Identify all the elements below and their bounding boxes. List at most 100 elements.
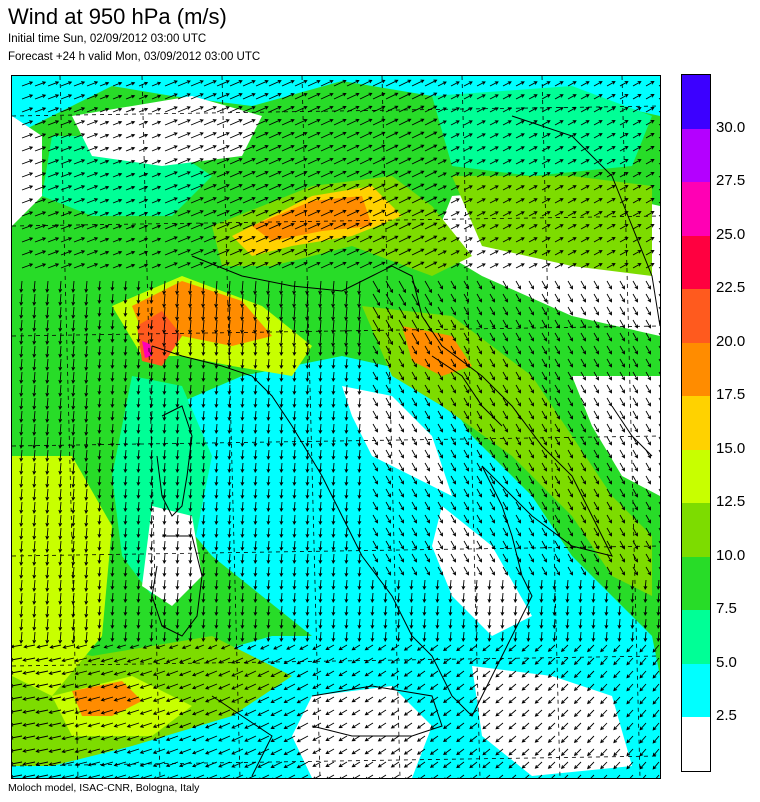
wind-arrow-icon	[344, 306, 348, 321]
wind-arrow-icon	[502, 358, 508, 368]
wind-arrow-icon	[632, 527, 638, 537]
wind-arrow-icon	[443, 722, 452, 729]
wind-arrow-icon	[294, 118, 308, 126]
wind-arrow-icon	[45, 579, 50, 592]
wind-arrow-icon	[593, 345, 599, 355]
wind-arrow-icon	[142, 644, 153, 649]
wind-arrow-icon	[502, 81, 512, 87]
wind-arrow-icon	[325, 709, 335, 715]
wind-arrow-icon	[521, 722, 530, 730]
wind-arrow-icon	[126, 670, 140, 676]
wind-arrow-icon	[305, 423, 310, 434]
wind-arrow-icon	[318, 501, 323, 512]
wind-arrow-icon	[74, 748, 88, 754]
wind-arrow-icon	[203, 106, 217, 113]
wind-arrow-icon	[266, 618, 271, 629]
wind-arrow-icon	[164, 93, 178, 100]
wind-arrow-icon	[21, 224, 34, 230]
wind-arrow-icon	[437, 345, 443, 355]
wind-arrow-icon	[296, 696, 309, 704]
wind-arrow-icon	[305, 371, 310, 382]
wind-arrow-icon	[58, 384, 63, 397]
legend-color-band	[682, 182, 710, 237]
wind-arrow-icon	[645, 319, 651, 329]
wind-arrow-icon	[632, 133, 642, 139]
wind-arrow-icon	[489, 553, 495, 563]
wind-arrow-icon	[456, 683, 465, 691]
wind-arrow-icon	[645, 280, 651, 290]
wind-arrow-icon	[463, 449, 469, 459]
wind-arrow-icon	[281, 118, 295, 126]
wind-arrow-icon	[73, 237, 86, 243]
wind-arrow-icon	[600, 761, 608, 770]
wind-arrow-icon	[398, 449, 404, 459]
wind-arrow-icon	[113, 761, 127, 767]
wind-arrow-icon	[398, 553, 404, 563]
wind-arrow-icon	[476, 224, 486, 230]
wind-arrow-icon	[136, 436, 141, 447]
wind-arrow-icon	[219, 774, 231, 778]
wind-arrow-icon	[229, 132, 243, 139]
wind-arrow-icon	[372, 248, 386, 256]
wind-arrow-icon	[113, 748, 127, 754]
wind-arrow-icon	[560, 644, 569, 652]
wind-map-panel[interactable]	[11, 75, 661, 779]
wind-arrow-icon	[97, 293, 102, 304]
wind-arrow-icon	[390, 683, 400, 690]
wind-arrow-icon	[463, 475, 469, 485]
wind-arrow-icon	[632, 397, 638, 407]
wind-arrow-icon	[97, 553, 102, 564]
wind-arrow-icon	[463, 553, 469, 563]
wind-arrow-icon	[203, 184, 217, 191]
wind-arrow-icon	[346, 79, 360, 87]
wind-arrow-icon	[320, 209, 334, 217]
wind-arrow-icon	[606, 410, 612, 420]
wind-arrow-icon	[22, 748, 36, 753]
wind-arrow-icon	[456, 644, 465, 652]
wind-arrow-icon	[489, 172, 499, 178]
wind-arrow-icon	[593, 94, 603, 100]
wind-arrow-icon	[331, 475, 336, 486]
wind-arrow-icon	[502, 527, 508, 537]
wind-arrow-icon	[292, 527, 297, 538]
wind-arrow-icon	[331, 436, 336, 447]
wind-arrow-icon	[656, 618, 660, 629]
wind-arrow-icon	[86, 94, 99, 100]
wind-arrow-icon	[554, 185, 564, 191]
wind-arrow-icon	[554, 514, 560, 524]
wind-arrow-icon	[424, 79, 438, 87]
wind-arrow-icon	[463, 319, 469, 329]
wind-arrow-icon	[390, 696, 400, 703]
wind-arrow-icon	[591, 592, 596, 603]
wind-arrow-icon	[619, 211, 629, 217]
wind-arrow-icon	[123, 592, 128, 603]
wind-arrow-icon	[294, 235, 308, 243]
wind-arrow-icon	[593, 250, 603, 256]
wind-arrow-icon	[126, 657, 140, 663]
wind-arrow-icon	[398, 514, 404, 524]
wind-arrow-icon	[292, 410, 297, 421]
wind-arrow-icon	[658, 514, 660, 518]
wind-arrow-icon	[216, 210, 230, 217]
wind-arrow-icon	[127, 774, 140, 778]
wind-arrow-icon	[84, 358, 89, 371]
wind-arrow-icon	[296, 709, 309, 717]
wind-arrow-icon	[577, 774, 582, 778]
wind-arrow-icon	[554, 306, 560, 316]
wind-arrow-icon	[136, 332, 141, 343]
wind-arrow-icon	[573, 748, 582, 757]
wind-arrow-icon	[164, 106, 178, 113]
wind-arrow-icon	[372, 527, 378, 537]
wind-arrow-icon	[331, 397, 336, 408]
wind-arrow-icon	[123, 384, 128, 395]
wind-arrow-icon	[201, 423, 206, 434]
wind-arrow-icon	[385, 293, 393, 307]
wind-arrow-icon	[502, 319, 508, 329]
wind-arrow-icon	[632, 120, 642, 126]
wind-arrow-icon	[34, 263, 47, 269]
wind-arrow-icon	[333, 222, 347, 230]
wind-arrow-icon	[201, 449, 206, 460]
wind-arrow-icon	[19, 462, 24, 475]
wind-arrow-icon	[21, 133, 34, 139]
wind-arrow-icon	[32, 280, 37, 293]
